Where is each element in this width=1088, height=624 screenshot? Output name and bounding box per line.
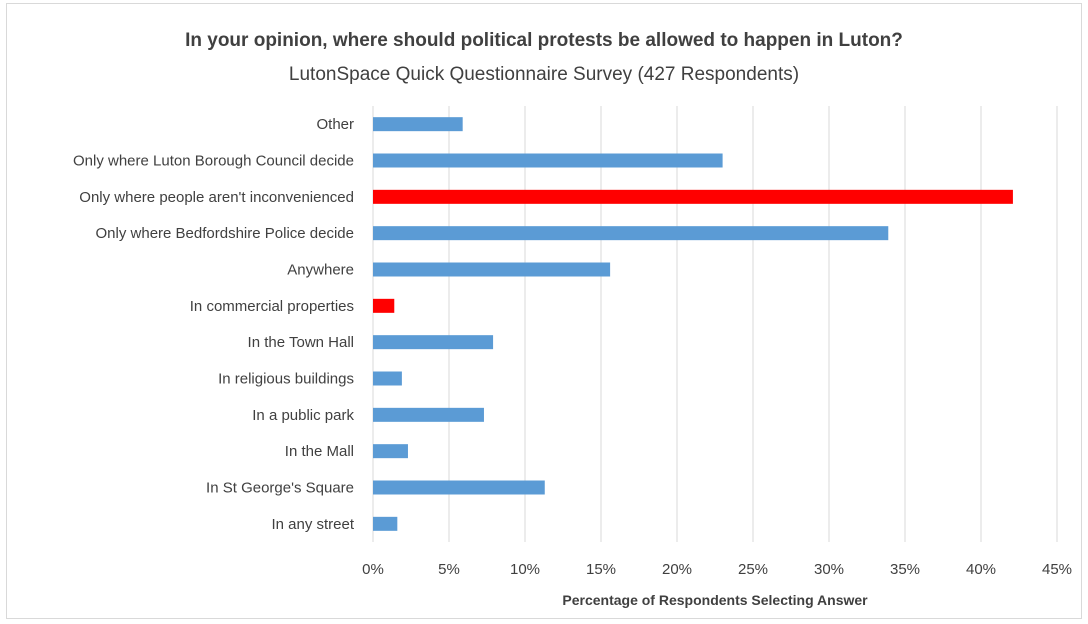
category-label: In a public park xyxy=(252,407,354,424)
x-tick-label: 20% xyxy=(662,561,692,578)
category-label: In commercial properties xyxy=(190,298,354,315)
x-tick-label: 5% xyxy=(438,561,460,578)
category-label: Only where Bedfordshire Police decide xyxy=(96,225,354,242)
bars xyxy=(373,117,1013,531)
bar xyxy=(373,480,545,495)
chart-area xyxy=(6,3,1082,619)
bar xyxy=(373,262,611,277)
bar xyxy=(373,335,494,350)
x-tick-label: 0% xyxy=(362,561,384,578)
bar xyxy=(373,117,463,132)
x-tick-label: 30% xyxy=(814,561,844,578)
category-labels: Other Only where Luton Borough Council de… xyxy=(73,116,355,533)
bar xyxy=(373,371,402,386)
category-label: Other xyxy=(316,116,354,133)
category-label: Only where Luton Borough Council decide xyxy=(73,153,354,170)
bar xyxy=(373,153,723,168)
category-label: In St George's Square xyxy=(206,480,354,497)
category-label: In the Mall xyxy=(285,443,354,460)
x-tick-labels: 0% 5% 10% 15% 20% 25% 30% 35% 40% 45% xyxy=(362,561,1072,578)
bar xyxy=(373,407,484,422)
bar xyxy=(373,189,1013,204)
gridlines xyxy=(372,106,1058,542)
bar xyxy=(373,516,398,531)
bar xyxy=(373,226,889,241)
bar xyxy=(373,444,408,459)
category-label: Only where people aren't inconvenienced xyxy=(79,189,354,206)
category-label: In religious buildings xyxy=(218,371,354,388)
chart-title: In your opinion, where should political … xyxy=(185,30,903,51)
x-tick-label: 15% xyxy=(586,561,616,578)
x-tick-label: 45% xyxy=(1042,561,1072,578)
x-axis-title: Percentage of Respondents Selecting Answ… xyxy=(562,592,868,608)
x-tick-label: 40% xyxy=(966,561,996,578)
bar xyxy=(373,298,395,313)
category-label: Anywhere xyxy=(287,262,354,279)
category-label: In the Town Hall xyxy=(248,334,354,351)
x-tick-label: 10% xyxy=(510,561,540,578)
x-tick-label: 35% xyxy=(890,561,920,578)
x-tick-label: 25% xyxy=(738,561,768,578)
chart-subtitle: LutonSpace Quick Questionnaire Survey (4… xyxy=(289,64,799,85)
category-label: In any street xyxy=(271,516,354,533)
